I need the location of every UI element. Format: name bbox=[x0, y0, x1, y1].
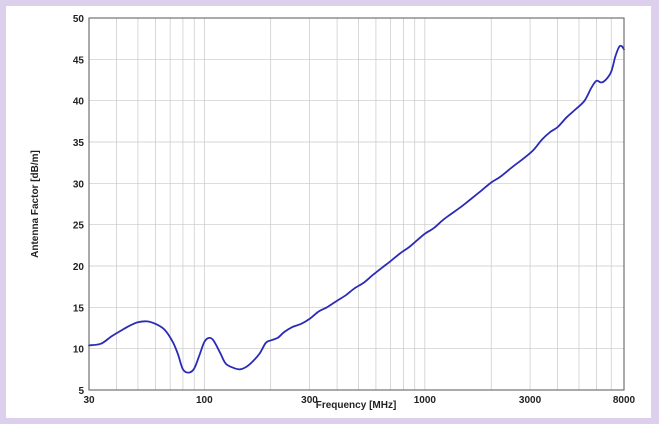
y-tick-label: 50 bbox=[73, 14, 85, 25]
y-tick-label: 40 bbox=[73, 97, 85, 108]
x-tick-label: 300 bbox=[301, 395, 318, 406]
y-tick-label: 20 bbox=[73, 262, 85, 273]
y-tick-label: 15 bbox=[73, 303, 85, 314]
y-tick-label: 35 bbox=[73, 138, 85, 149]
series-line-antenna-factor bbox=[88, 44, 625, 374]
y-tick-label: 5 bbox=[78, 386, 84, 397]
y-tick-label: 25 bbox=[73, 221, 85, 232]
x-tick-label: 3000 bbox=[519, 395, 542, 406]
tick-labels: 30 100 300 1000 3000 8000 5 10 15 20 25 30 35 40 45 50 bbox=[73, 14, 636, 406]
x-tick-label: 100 bbox=[196, 395, 213, 406]
chart-frame: 30 100 300 1000 3000 8000 5 10 15 20 25 30 35 40 45 50 … bbox=[6, 6, 651, 418]
y-tick-label: 30 bbox=[73, 179, 85, 190]
x-tick-label: 30 bbox=[83, 395, 95, 406]
x-axis-title: Frequency [MHz] bbox=[316, 400, 397, 411]
x-tick-label: 8000 bbox=[613, 395, 636, 406]
y-axis-title: Antenna Factor [dB/m] bbox=[30, 150, 41, 258]
plot-area bbox=[88, 17, 625, 391]
grid-lines bbox=[89, 18, 624, 390]
x-tick-label: 1000 bbox=[414, 395, 437, 406]
y-tick-label: 10 bbox=[73, 345, 85, 356]
antenna-factor-chart: 30 100 300 1000 3000 80005101520253035404550 … bbox=[30, 14, 636, 411]
y-tick-label: 45 bbox=[73, 55, 85, 66]
plot-border bbox=[88, 17, 625, 391]
